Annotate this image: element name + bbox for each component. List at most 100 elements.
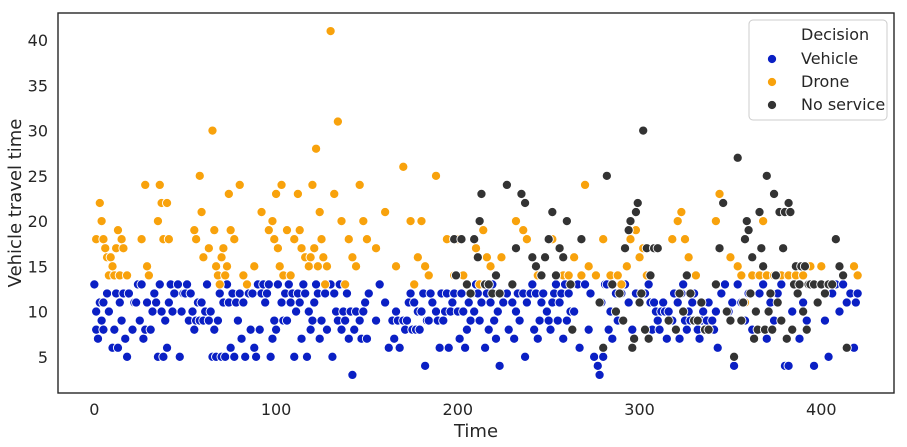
data-point	[361, 333, 373, 344]
data-point	[558, 333, 569, 344]
data-point	[450, 270, 462, 281]
data-point	[340, 279, 351, 290]
legend-marker	[766, 99, 778, 111]
legend: Decision Vehicle Drone No service	[748, 19, 888, 121]
data-point	[314, 206, 325, 218]
data-point	[472, 252, 483, 263]
data-point	[176, 306, 187, 317]
data-point	[314, 333, 325, 344]
data-point	[465, 288, 476, 299]
data-point	[209, 324, 220, 335]
legend-label: No service	[801, 95, 885, 114]
data-point	[272, 243, 283, 254]
data-point	[496, 252, 507, 263]
data-point	[603, 324, 614, 335]
series-vehicle	[89, 279, 863, 380]
data-point	[423, 315, 434, 326]
data-point	[158, 351, 169, 362]
data-point	[765, 288, 776, 299]
data-point	[812, 297, 823, 308]
data-point	[96, 315, 107, 326]
data-point	[220, 351, 231, 362]
data-point	[663, 306, 674, 317]
data-point	[102, 288, 113, 299]
data-point	[221, 261, 233, 272]
data-point	[470, 243, 482, 254]
data-points	[89, 26, 863, 380]
data-point	[291, 306, 302, 317]
data-point	[747, 252, 758, 263]
data-point	[307, 315, 318, 326]
legend-marker	[766, 53, 778, 65]
data-point	[848, 261, 860, 272]
data-point	[254, 324, 265, 335]
data-point	[543, 234, 554, 245]
data-point	[510, 243, 522, 254]
x-tick-label: 100	[261, 400, 292, 419]
data-point	[569, 252, 580, 263]
data-point	[816, 261, 827, 272]
data-point	[320, 288, 331, 299]
data-point	[785, 206, 796, 218]
y-axis-label: Vehicle travel time	[5, 119, 26, 288]
data-point	[485, 261, 496, 272]
data-point	[518, 225, 529, 236]
data-point	[316, 234, 327, 245]
data-point	[191, 234, 202, 245]
data-point	[841, 297, 852, 308]
data-point	[590, 270, 601, 281]
data-point	[340, 315, 351, 326]
data-point	[589, 351, 600, 362]
data-point	[122, 270, 133, 281]
data-point	[318, 252, 329, 263]
data-point	[194, 170, 205, 181]
data-point	[289, 234, 300, 245]
data-point	[260, 297, 271, 308]
data-point	[136, 234, 147, 245]
data-point	[676, 206, 687, 218]
data-point	[585, 288, 596, 299]
data-point	[154, 179, 165, 190]
data-point	[307, 179, 318, 190]
data-point	[529, 324, 540, 335]
data-point	[510, 306, 522, 317]
data-point	[225, 225, 236, 236]
data-point	[783, 197, 794, 209]
data-point	[670, 324, 681, 335]
data-point	[569, 306, 580, 317]
data-point	[492, 306, 503, 317]
data-point	[712, 342, 723, 353]
data-point	[643, 279, 654, 290]
data-point	[838, 270, 849, 281]
data-point	[767, 324, 778, 335]
data-point	[223, 188, 234, 200]
data-point	[405, 216, 416, 227]
data-point	[520, 197, 531, 209]
data-point	[781, 333, 792, 344]
data-point	[265, 351, 276, 362]
data-point	[801, 315, 812, 326]
data-point	[736, 270, 747, 281]
data-point	[783, 360, 794, 371]
data-point	[383, 342, 394, 353]
data-point	[718, 197, 729, 209]
data-point	[123, 288, 134, 299]
data-point	[203, 243, 214, 254]
data-point	[169, 288, 180, 299]
data-point	[460, 342, 471, 353]
data-point	[521, 297, 532, 308]
data-point	[576, 270, 587, 281]
data-point	[579, 179, 591, 190]
data-point	[420, 261, 431, 272]
data-point	[390, 261, 402, 272]
data-point	[507, 279, 518, 290]
data-point	[625, 234, 636, 245]
x-tick-label: 0	[89, 400, 99, 419]
data-point	[610, 306, 621, 317]
data-point	[527, 252, 538, 263]
data-point	[285, 297, 296, 308]
data-point	[201, 279, 213, 290]
data-point	[714, 243, 725, 254]
data-point	[94, 197, 105, 209]
data-point	[543, 315, 554, 326]
